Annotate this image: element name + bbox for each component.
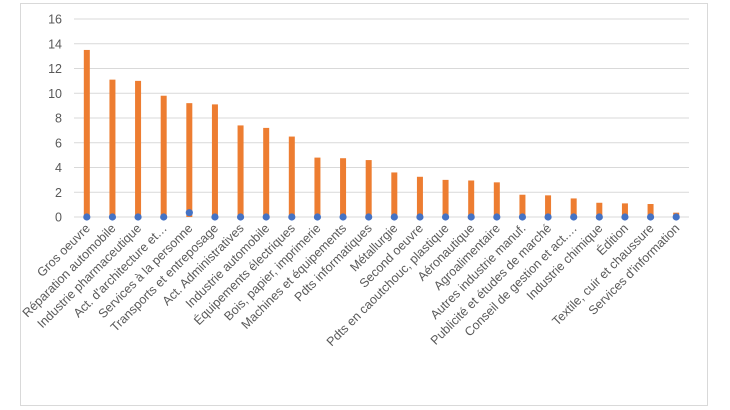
y-axis-ticks: 0 2 4 6 8 10 12 14 16 bbox=[48, 13, 62, 225]
y-tick-label: 10 bbox=[48, 87, 62, 101]
bar bbox=[263, 127, 270, 217]
bar bbox=[365, 160, 372, 217]
bar bbox=[160, 95, 167, 217]
bar bbox=[109, 79, 116, 217]
bar bbox=[211, 104, 218, 217]
bar bbox=[647, 204, 654, 217]
data-point bbox=[160, 213, 168, 221]
data-point bbox=[288, 213, 296, 221]
data-point bbox=[211, 213, 219, 221]
data-point bbox=[262, 213, 270, 221]
bar bbox=[314, 157, 321, 217]
bar bbox=[519, 194, 526, 217]
point-series bbox=[83, 209, 680, 221]
data-point bbox=[185, 209, 193, 217]
data-point bbox=[339, 213, 347, 221]
bar bbox=[135, 80, 142, 217]
y-tick-label: 2 bbox=[55, 186, 62, 200]
data-point bbox=[518, 213, 527, 221]
data-point bbox=[570, 213, 578, 221]
bar bbox=[493, 182, 500, 217]
data-point bbox=[390, 213, 398, 221]
data-point bbox=[441, 213, 450, 221]
data-point bbox=[416, 213, 424, 221]
y-tick-label: 12 bbox=[48, 62, 62, 76]
data-point bbox=[108, 213, 117, 221]
gridlines bbox=[74, 18, 689, 218]
data-point bbox=[646, 213, 655, 221]
bar bbox=[83, 49, 90, 217]
data-point bbox=[493, 213, 501, 221]
y-tick-label: 0 bbox=[55, 211, 62, 225]
data-point bbox=[83, 213, 91, 221]
bar bbox=[570, 198, 577, 217]
bar bbox=[416, 176, 423, 217]
data-point bbox=[134, 213, 142, 221]
y-tick-label: 14 bbox=[48, 37, 62, 51]
bar bbox=[186, 103, 193, 217]
y-tick-label: 16 bbox=[48, 13, 62, 27]
data-point bbox=[672, 213, 680, 221]
bar bbox=[468, 180, 475, 217]
chart-frame: 0 2 4 6 8 10 12 14 16 Gros oeuvre Réparation auto… bbox=[20, 3, 708, 406]
bar bbox=[621, 203, 628, 217]
data-point bbox=[621, 213, 629, 221]
data-point bbox=[544, 213, 552, 221]
bar bbox=[442, 179, 449, 217]
bar bbox=[596, 202, 603, 217]
y-tick-label: 8 bbox=[55, 112, 62, 126]
data-point bbox=[467, 213, 475, 221]
data-point bbox=[595, 213, 603, 221]
y-tick-label: 6 bbox=[55, 136, 62, 150]
data-point bbox=[365, 213, 373, 221]
bar bbox=[391, 172, 398, 217]
bar bbox=[545, 195, 552, 217]
data-point bbox=[313, 213, 322, 221]
bar bbox=[237, 125, 244, 217]
bar bbox=[288, 136, 295, 217]
data-point bbox=[236, 213, 245, 221]
y-tick-label: 4 bbox=[55, 161, 62, 175]
bar-series bbox=[83, 49, 680, 217]
bar bbox=[340, 158, 347, 217]
